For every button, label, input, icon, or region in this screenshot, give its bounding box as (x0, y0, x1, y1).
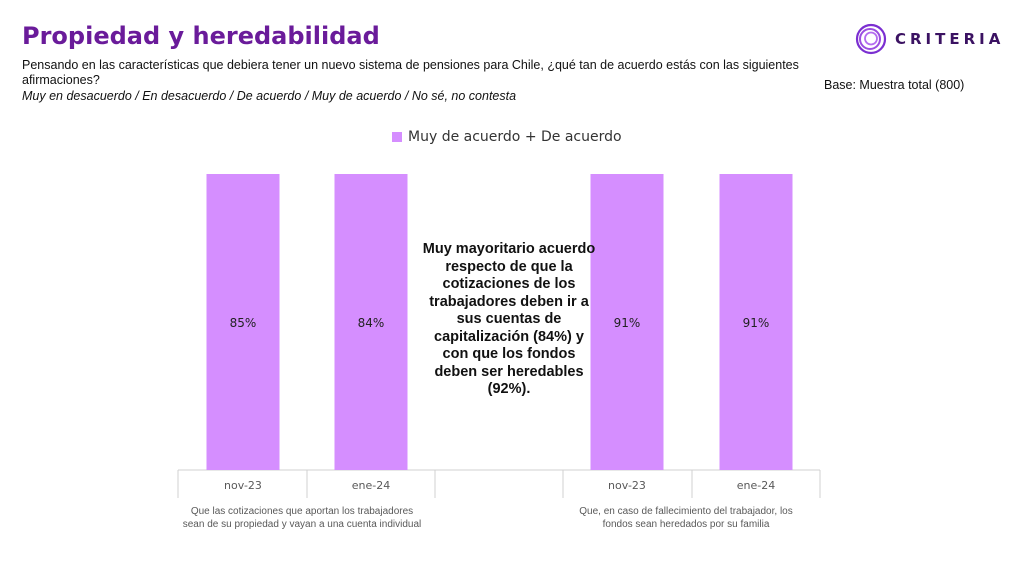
criteria-logo: CRITERIA (855, 23, 1004, 55)
chart-legend: Muy de acuerdo + De acuerdo (392, 129, 622, 145)
response-scale: Muy en desacuerdo / En desacuerdo / De a… (22, 89, 517, 103)
logo-wordmark: CRITERIA (895, 30, 1005, 48)
data-label: 91% (743, 316, 770, 330)
x-tick-label: nov-23 (224, 479, 262, 492)
x-tick-label: ene-24 (737, 479, 775, 492)
legend-label: Muy de acuerdo + De acuerdo (408, 129, 622, 145)
data-label: 84% (358, 316, 385, 330)
page-title: Propiedad y heredabilidad (22, 22, 380, 50)
bar-ene-24 (719, 174, 793, 470)
data-label: 85% (230, 316, 257, 330)
bar-ene-24 (334, 174, 408, 470)
group-label-2: Que, en caso de fallecimiento del trabaj… (579, 506, 793, 530)
bar-nov-23 (590, 174, 664, 470)
data-label: 91% (614, 316, 641, 330)
bar-nov-23 (206, 174, 280, 470)
x-tick-label: nov-23 (608, 479, 646, 492)
x-tick-label: ene-24 (352, 479, 390, 492)
legend-swatch (392, 132, 402, 142)
sample-base: Base: Muestra total (800) (824, 78, 965, 92)
chart-annotation: Muy mayoritario acuerdo respecto de que … (422, 241, 596, 397)
criteria-swirl-logo-icon (855, 23, 887, 55)
question-text: Pensando en las características que debi… (22, 58, 799, 87)
group-label-1: Que las cotizaciones que aportan los tra… (182, 506, 422, 530)
